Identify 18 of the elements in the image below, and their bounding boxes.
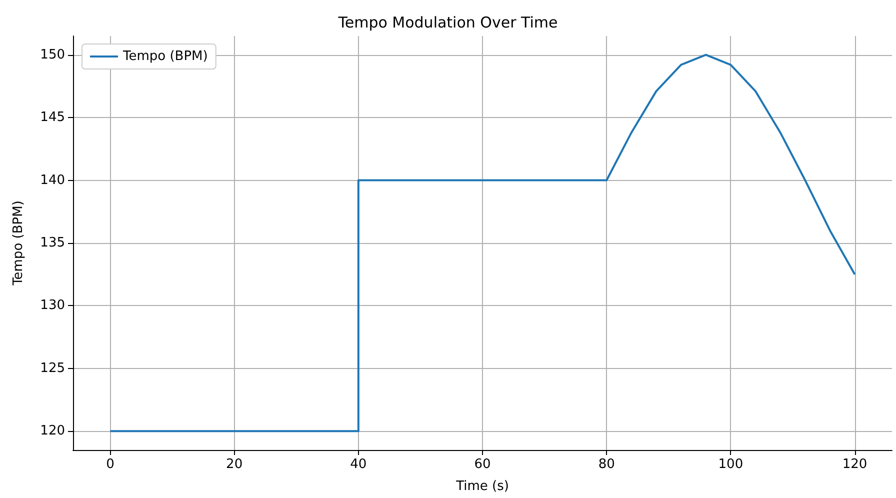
y-tick-label: 125 <box>40 360 65 376</box>
x-tick-label: 60 <box>474 457 491 472</box>
y-tick-label: 130 <box>40 298 65 314</box>
x-tick-label: 80 <box>598 457 615 472</box>
x-tick-label: 120 <box>842 457 868 472</box>
x-axis-title: Time (s) <box>455 479 509 494</box>
legend-label: Tempo (BPM) <box>122 49 208 64</box>
x-tick-label: 20 <box>226 457 243 472</box>
y-axis-title: Tempo (BPM) <box>11 200 26 286</box>
x-tick-label: 100 <box>718 457 744 472</box>
y-tick-label: 135 <box>40 236 65 250</box>
x-tick-label: 40 <box>350 457 367 472</box>
y-tick-label: 120 <box>40 424 65 439</box>
chart-title: Tempo Modulation Over Time <box>337 14 558 32</box>
y-tick-label: 145 <box>40 110 65 126</box>
y-tick-label: 150 <box>40 47 65 62</box>
y-tick-label: 140 <box>40 172 65 188</box>
x-tick-label: 0 <box>106 457 114 472</box>
